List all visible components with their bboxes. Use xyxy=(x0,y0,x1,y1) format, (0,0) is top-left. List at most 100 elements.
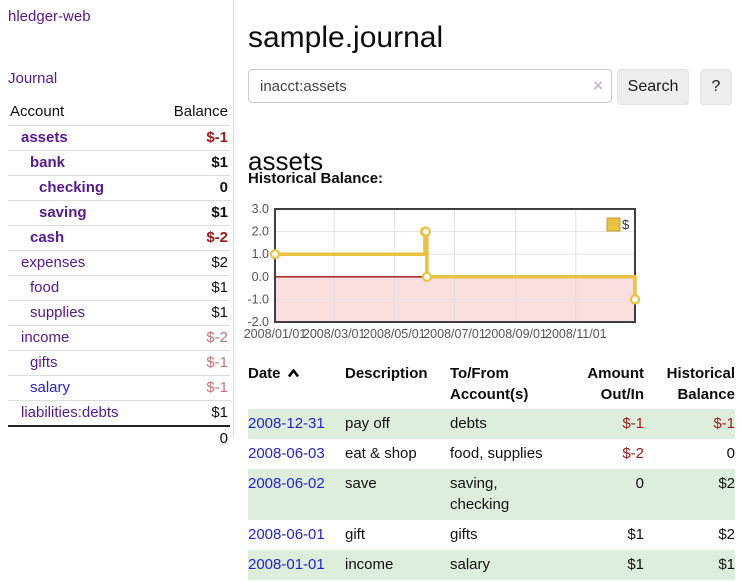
account-link[interactable]: assets xyxy=(21,129,68,146)
transaction-accounts: debts xyxy=(450,409,582,439)
account-row: supplies $1 xyxy=(8,300,230,326)
transaction-description: pay off xyxy=(345,409,450,439)
transaction-balance: 0 xyxy=(726,445,735,462)
account-balance: $1 xyxy=(158,400,230,426)
svg-text:2008/11/01: 2008/11/01 xyxy=(545,327,607,341)
account-link[interactable]: gifts xyxy=(30,354,58,371)
transaction-accounts: food, supplies xyxy=(450,445,543,462)
account-row: assets $-1 xyxy=(8,125,230,151)
transaction-balance: $2 xyxy=(718,526,735,543)
account-link[interactable]: supplies xyxy=(30,304,86,321)
register-row: 2008-01-01 income salary $1 $1 xyxy=(248,550,735,580)
account-balance: $-2 xyxy=(158,325,230,351)
register-table: Date Description To/From Account(s) Amount Ou… xyxy=(248,360,735,580)
transaction-accounts: saving, checking xyxy=(450,469,582,520)
account-row: food $1 xyxy=(8,275,230,301)
account-link[interactable]: cash xyxy=(30,229,65,246)
account-balance: $-1 xyxy=(158,125,230,151)
account-row: expenses $2 xyxy=(8,250,230,276)
account-row: saving $1 xyxy=(8,200,230,226)
account-row: salary $-1 xyxy=(8,375,230,401)
transaction-description: income xyxy=(345,550,450,580)
transaction-accounts: salary xyxy=(450,550,582,580)
clear-search-icon[interactable]: × xyxy=(593,76,603,95)
transaction-amount: $1 xyxy=(627,526,644,543)
accounts-table-header-row: Account Balance xyxy=(8,99,230,126)
register-row: 2008-06-03 eat & shop food, supplies $-2 0 xyxy=(248,439,735,469)
col-header-accounts: To/From Account(s) xyxy=(450,365,529,403)
account-balance: $-1 xyxy=(158,350,230,376)
search-input[interactable] xyxy=(248,69,612,103)
chart-title: Historical Balance: xyxy=(248,170,384,187)
account-row: bank $1 xyxy=(8,150,230,176)
account-link[interactable]: checking xyxy=(39,179,105,196)
transaction-balance: $2 xyxy=(644,469,735,520)
account-link[interactable]: expenses xyxy=(21,254,86,271)
help-button[interactable]: ? xyxy=(700,69,732,105)
svg-text:2008/09/01: 2008/09/01 xyxy=(484,327,547,341)
transaction-date-link[interactable]: 2008-06-03 xyxy=(248,445,325,462)
account-row: checking 0 xyxy=(8,175,230,201)
transaction-description: eat & shop xyxy=(345,445,417,462)
transaction-amount: $-2 xyxy=(622,445,644,462)
register-header-row: Date Description To/From Account(s) Amount Ou… xyxy=(248,360,735,409)
transaction-date-link[interactable]: 2008-06-02 xyxy=(248,475,325,492)
search-button[interactable]: Search xyxy=(617,69,689,105)
svg-text:0.0: 0.0 xyxy=(252,270,269,284)
accounts-total-value: 0 xyxy=(158,425,230,450)
svg-text:-1.0: -1.0 xyxy=(247,292,269,306)
svg-text:2.0: 2.0 xyxy=(252,225,269,239)
account-balance: $1 xyxy=(158,150,230,176)
account-link[interactable]: bank xyxy=(30,154,66,171)
account-row: cash $-2 xyxy=(8,225,230,251)
account-link[interactable]: income xyxy=(21,329,70,346)
account-row: income $-2 xyxy=(8,325,230,351)
account-heading: assets xyxy=(248,145,324,176)
svg-text:3.0: 3.0 xyxy=(252,203,269,216)
account-balance: $-1 xyxy=(158,375,230,401)
account-link[interactable]: saving xyxy=(39,204,87,221)
account-balance: $1 xyxy=(158,275,230,301)
account-balance: $1 xyxy=(158,300,230,326)
svg-text:$: $ xyxy=(622,217,630,232)
register-row: 2008-06-01 gift gifts $1 $2 xyxy=(248,520,735,550)
col-header-amount: Amount Out/In xyxy=(587,365,644,403)
account-row: gifts $-1 xyxy=(8,350,230,376)
accounts-table: Account Balance assets $-1 bank $1 checking 0… xyxy=(8,99,230,450)
svg-text:-2.0: -2.0 xyxy=(247,315,269,329)
account-balance: 0 xyxy=(158,175,230,201)
app-title-link[interactable]: hledger-web xyxy=(8,8,91,25)
chart-canvas[interactable]: $3.0 2.0 1.0 0.0 -1.0 -2.02008/01/012008/03/0… xyxy=(225,202,655,348)
svg-text:2008/05/01: 2008/05/01 xyxy=(363,327,426,341)
transaction-date-link[interactable]: 2008-06-01 xyxy=(248,526,325,543)
transaction-amount: 0 xyxy=(582,469,644,520)
page-title: sample.journal xyxy=(248,21,444,55)
svg-text:2008/01/01: 2008/01/01 xyxy=(244,327,307,341)
accounts-total-row: 0 xyxy=(8,425,230,450)
svg-text:2008/07/01: 2008/07/01 xyxy=(423,327,486,341)
historical-balance-chart[interactable]: $3.0 2.0 1.0 0.0 -1.0 -2.0 2008/01/01 2008/03/0… xyxy=(225,202,655,348)
col-header-date[interactable]: Date xyxy=(248,360,345,409)
sort-ascending-icon xyxy=(287,368,299,378)
account-link[interactable]: liabilities:debts xyxy=(21,404,119,421)
account-link[interactable]: food xyxy=(30,279,60,296)
account-row: liabilities:debts $1 xyxy=(8,400,230,426)
sidebar-item-journal[interactable]: Journal xyxy=(8,70,58,87)
sidebar: hledger-web Journal Account Balance asse… xyxy=(0,0,233,582)
transaction-amount: $-1 xyxy=(582,409,644,439)
search-box: × xyxy=(248,69,612,103)
account-balance: $-2 xyxy=(158,225,230,251)
transaction-date-link[interactable]: 2008-01-01 xyxy=(248,556,325,573)
svg-text:2008/03/01: 2008/03/01 xyxy=(303,327,366,341)
balance-column-header: Balance xyxy=(173,103,228,120)
col-header-description: Description xyxy=(345,365,428,382)
transaction-balance: $1 xyxy=(644,550,735,580)
register-row: 2008-06-02 save saving, checking 0 $2 xyxy=(248,469,735,520)
col-header-balance: Historical Balance xyxy=(666,365,735,403)
account-link[interactable]: salary xyxy=(30,379,71,396)
transaction-description: gift xyxy=(345,526,366,543)
svg-text:1.0: 1.0 xyxy=(252,247,269,261)
transaction-accounts: gifts xyxy=(450,526,478,543)
accounts-column-header: Account xyxy=(10,103,65,120)
transaction-date-link[interactable]: 2008-12-31 xyxy=(248,415,325,432)
